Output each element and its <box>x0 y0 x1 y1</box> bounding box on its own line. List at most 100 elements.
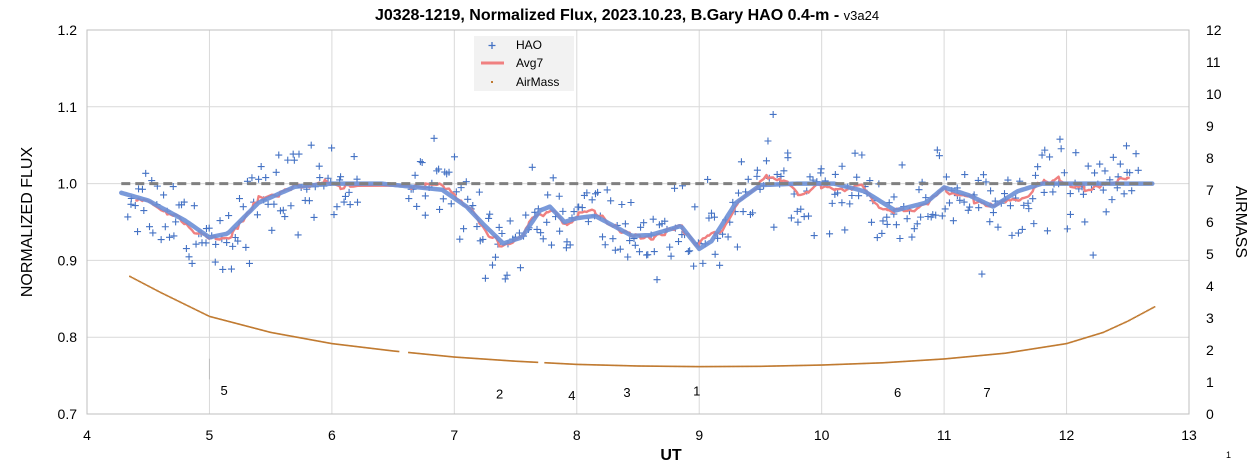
airmass-point <box>660 365 662 368</box>
airmass-point <box>819 364 822 366</box>
hao-point <box>1043 227 1051 235</box>
airmass-point <box>1144 310 1147 313</box>
x-tick-label: 10 <box>814 427 830 443</box>
hao-point <box>618 200 626 208</box>
airmass-point <box>1072 340 1075 343</box>
airmass-point <box>1113 326 1116 328</box>
hao-point <box>753 166 761 174</box>
airmass-point <box>1003 352 1005 355</box>
airmass-point <box>750 365 752 368</box>
airmass-point <box>973 355 976 357</box>
airmass-point <box>572 363 575 366</box>
airmass-point <box>617 364 620 367</box>
y-tick-label: 1.1 <box>58 99 78 115</box>
hao-point <box>447 200 455 208</box>
hao-point <box>452 188 460 196</box>
airmass-point <box>273 332 275 334</box>
airmass-point <box>456 356 459 359</box>
airmass-point <box>652 365 654 367</box>
airmass-point <box>499 359 501 361</box>
airmass-point <box>186 304 189 307</box>
airmass-point <box>397 350 400 353</box>
airmass-point <box>953 357 955 359</box>
airmass-point <box>948 357 950 360</box>
airmass-point <box>220 318 222 321</box>
hao-point <box>793 207 801 215</box>
airmass-point <box>613 364 616 367</box>
hao-point <box>753 172 761 180</box>
airmass-point <box>886 361 888 364</box>
hao-point <box>828 199 836 207</box>
hao-point <box>279 206 287 214</box>
hao-point <box>515 229 523 237</box>
airmass-point <box>1090 335 1093 337</box>
airmass-point <box>782 365 784 367</box>
airmass-point <box>579 363 581 366</box>
airmass-point <box>1026 348 1029 351</box>
airmass-point <box>359 346 361 348</box>
hao-point <box>982 178 990 186</box>
airmass-point <box>544 361 546 364</box>
airmass-point <box>1036 347 1039 349</box>
airmass-point <box>141 282 144 284</box>
hao-point <box>295 150 303 158</box>
airmass-point <box>138 280 140 282</box>
airmass-point <box>874 362 877 364</box>
annotation-label: 2 <box>496 387 503 402</box>
airmass-point <box>256 328 258 330</box>
airmass-point <box>1004 352 1007 354</box>
airmass-point <box>761 365 764 368</box>
airmass-point <box>338 343 341 346</box>
airmass-point <box>429 353 432 356</box>
airmass-point <box>465 357 468 359</box>
airmass-point <box>834 363 837 366</box>
airmass-point <box>435 354 437 357</box>
airmass-point <box>712 365 715 368</box>
airmass-point <box>351 345 354 347</box>
airmass-point <box>363 346 365 349</box>
airmass-point <box>631 365 634 367</box>
hao-point <box>903 215 911 223</box>
hao-point <box>242 243 250 251</box>
airmass-point <box>795 364 797 367</box>
airmass-point <box>1137 315 1139 317</box>
airmass-point <box>638 365 640 367</box>
hao-point <box>666 243 674 251</box>
hao-point <box>555 192 563 200</box>
airmass-point <box>665 365 667 368</box>
airmass-point <box>237 323 239 325</box>
airmass-point <box>699 365 702 368</box>
airmass-point <box>697 365 699 368</box>
legend-item-airmass: AirMass <box>491 75 559 89</box>
airmass-point <box>892 361 895 363</box>
airmass-point <box>917 359 919 362</box>
airmass-point <box>199 311 202 313</box>
airmass-point <box>972 355 975 358</box>
chart-title-main: J0328-1219, Normalized Flux, 2023.10.23,… <box>375 7 844 24</box>
airmass-point <box>968 355 971 358</box>
airmass-point <box>375 348 378 350</box>
airmass-point <box>933 358 936 361</box>
hao-point <box>960 198 968 206</box>
airmass-point <box>454 356 456 358</box>
x-ticks: 4 5 6 7 8 9 10 11 12 13 <box>83 427 1197 443</box>
hao-point <box>566 241 574 249</box>
airmass-point <box>427 353 429 356</box>
hao-point <box>868 218 876 226</box>
hao-point <box>216 217 224 225</box>
airmass-point <box>181 302 184 305</box>
airmass-point <box>527 361 530 363</box>
airmass-point <box>244 325 247 327</box>
airmass-point <box>725 365 728 368</box>
airmass-point <box>207 315 210 317</box>
airmass-point <box>770 365 773 367</box>
airmass-point <box>231 321 234 324</box>
hao-point <box>416 158 424 166</box>
airmass-point <box>342 344 345 346</box>
airmass-point <box>494 359 496 361</box>
hao-point <box>498 230 506 237</box>
airmass-point <box>157 290 159 292</box>
airmass-point <box>445 355 447 358</box>
y2-tick-label: 6 <box>1206 214 1214 230</box>
